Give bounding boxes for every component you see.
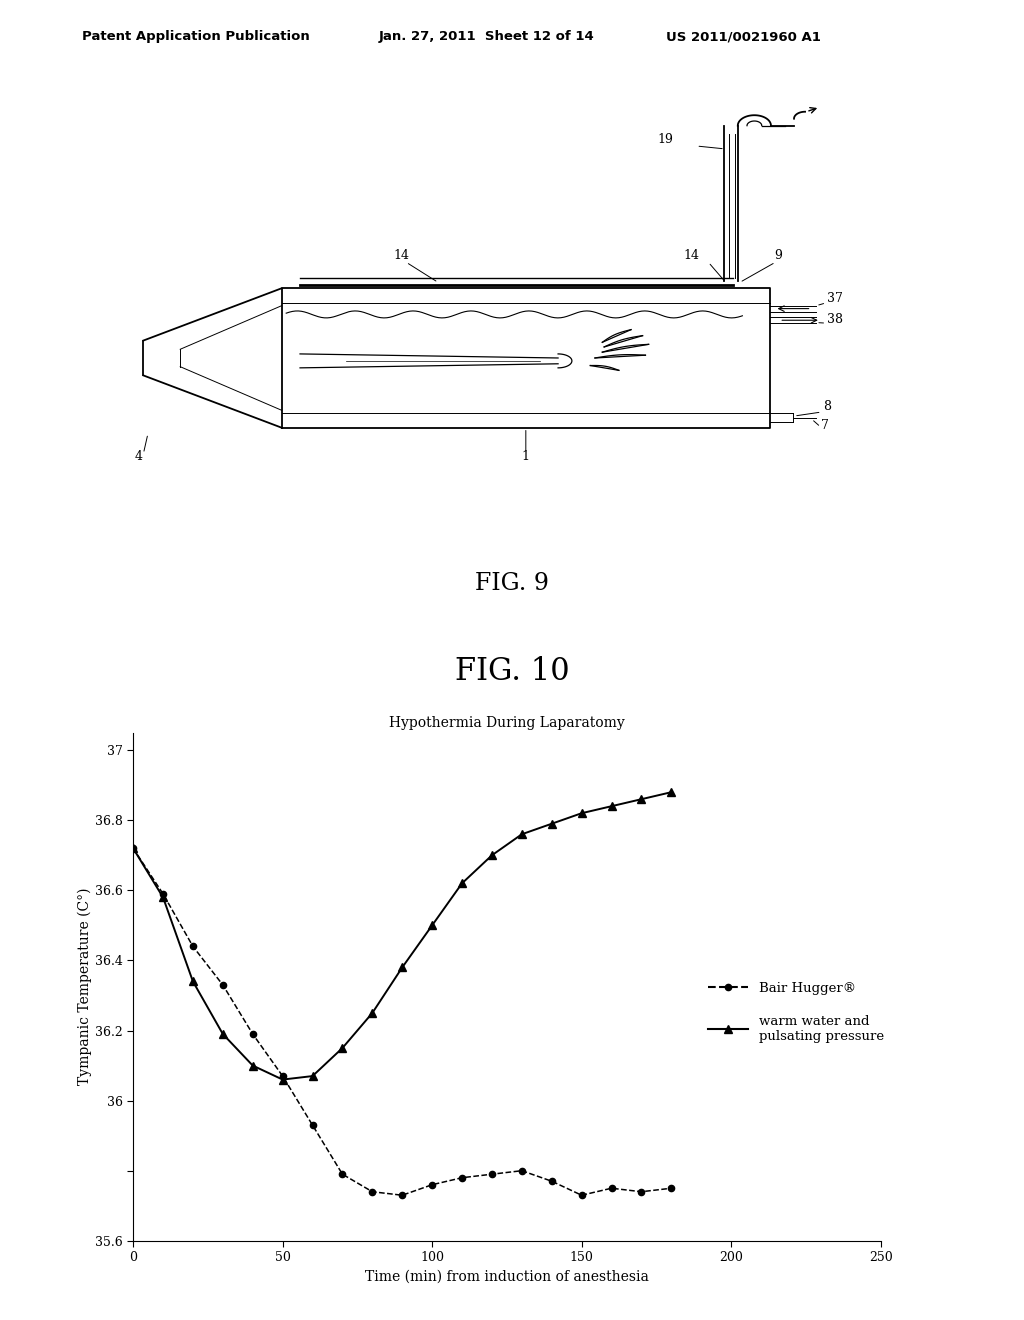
- Title: Hypothermia During Laparatomy: Hypothermia During Laparatomy: [389, 715, 625, 730]
- Legend: Bair Hugger®, warm water and
pulsating pressure: Bair Hugger®, warm water and pulsating p…: [703, 977, 889, 1048]
- Text: 38: 38: [827, 313, 843, 326]
- Text: FIG. 9: FIG. 9: [475, 573, 549, 595]
- X-axis label: Time (min) from induction of anesthesia: Time (min) from induction of anesthesia: [365, 1270, 649, 1284]
- Text: 9: 9: [775, 249, 782, 263]
- Text: 8: 8: [823, 400, 831, 413]
- Text: 19: 19: [657, 133, 674, 147]
- Text: 1: 1: [522, 450, 529, 462]
- Text: 7: 7: [821, 420, 828, 433]
- Text: Patent Application Publication: Patent Application Publication: [82, 30, 309, 44]
- Text: 37: 37: [827, 292, 843, 305]
- Text: Jan. 27, 2011  Sheet 12 of 14: Jan. 27, 2011 Sheet 12 of 14: [379, 30, 595, 44]
- Text: 14: 14: [393, 249, 410, 263]
- Text: 4: 4: [135, 450, 142, 462]
- Text: US 2011/0021960 A1: US 2011/0021960 A1: [666, 30, 820, 44]
- Y-axis label: Tympanic Temperature (C°): Tympanic Temperature (C°): [78, 888, 92, 1085]
- Text: 14: 14: [684, 249, 699, 263]
- Text: FIG. 10: FIG. 10: [455, 656, 569, 686]
